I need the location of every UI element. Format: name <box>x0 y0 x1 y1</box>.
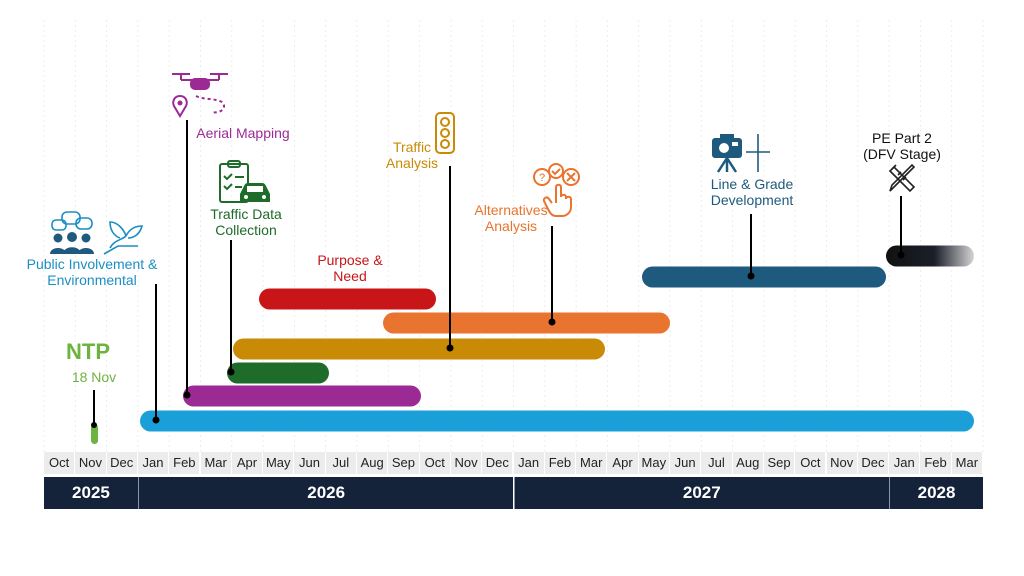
label-text-2: (DFV Stage) <box>863 146 941 162</box>
task-label-public-involvement: Public Involvement & Environmental <box>18 256 166 288</box>
task-bar-line-grade <box>642 266 886 288</box>
task-label-aerial-mapping: Aerial Mapping <box>196 125 290 141</box>
survey-camera-icon <box>712 134 770 173</box>
milestone-dot <box>91 422 97 428</box>
leader-dot-aerial-mapping <box>183 391 191 399</box>
month-tick-label: Sep <box>388 452 420 474</box>
leader-dot-traffic-data-collection <box>227 368 235 376</box>
task-label-pe-part-2: PE Part 2 (DFV Stage) <box>856 130 948 162</box>
month-tick-label: Mar <box>576 452 608 474</box>
decision-hand-icon: ? <box>533 163 580 217</box>
milestone-date: 18 Nov <box>71 369 117 385</box>
label-text-2: Development <box>710 192 794 208</box>
label-text: Purpose & <box>317 252 383 268</box>
month-tick-label: Jan <box>889 452 921 474</box>
people-chat-icon <box>50 211 144 255</box>
month-tick-label: Jul <box>325 452 357 474</box>
month-tick-label: Nov <box>450 452 483 474</box>
year-label: 2026 <box>137 477 514 509</box>
label-text: PE Part 2 <box>872 130 932 146</box>
task-bar-pe-part-2 <box>886 245 974 267</box>
month-tick-label: Jan <box>137 452 170 474</box>
leader-dot-public-involvement <box>152 416 160 424</box>
task-bar-public-involvement <box>140 410 974 432</box>
design-tools-icon <box>888 163 916 193</box>
month-tick-label: Jan <box>513 452 545 474</box>
label-text-2: Analysis <box>484 218 538 234</box>
task-label-traffic-data-collection: Traffic Data Collection <box>204 206 288 238</box>
month-tick-label: Jun <box>670 452 702 474</box>
task-label-line-grade: Line & Grade Development <box>702 176 802 208</box>
month-tick-label: Nov <box>75 452 107 474</box>
leader-dot-pe-part-2 <box>897 251 905 259</box>
month-tick-label: May <box>263 452 295 474</box>
leader-dot-traffic-analysis <box>446 344 454 352</box>
month-tick-label: Apr <box>607 452 639 474</box>
label-text-2: Need <box>333 268 367 284</box>
task-bar-alternatives-analysis <box>383 312 670 334</box>
milestone-marker <box>91 424 98 444</box>
month-tick-label: May <box>638 452 670 474</box>
month-tick-label: Apr <box>231 452 264 474</box>
month-tick-label: Sep <box>763 452 796 474</box>
month-tick-label: Mar <box>951 452 983 474</box>
task-label-purpose-need: Purpose & Need <box>308 252 392 284</box>
task-bar-purpose-need <box>259 288 436 310</box>
year-label: 2025 <box>44 477 138 509</box>
year-label: 2028 <box>889 477 983 509</box>
task-label-traffic-analysis: Traffic Analysis <box>384 139 440 171</box>
month-tick-label: Feb <box>169 452 201 474</box>
clipboard-car-icon <box>219 160 270 203</box>
label-text: Traffic <box>392 139 432 155</box>
task-bar-aerial-mapping <box>183 385 421 407</box>
month-tick-label: Feb <box>920 452 952 474</box>
label-text: Public Involvement & <box>26 256 158 272</box>
month-tick-label: Dec <box>857 452 890 474</box>
month-tick-label: Nov <box>826 452 858 474</box>
svg-text:?: ? <box>539 172 545 184</box>
leader-dot-line-grade <box>747 272 755 280</box>
label-text: Line & Grade <box>710 176 794 192</box>
month-tick-label: Jun <box>294 452 326 474</box>
label-text-2: Analysis <box>385 155 439 171</box>
label-text-2: Environmental <box>47 272 137 288</box>
traffic-light-icon <box>435 112 455 154</box>
task-bar-traffic-analysis <box>233 338 605 360</box>
task-label-alternatives-analysis: Alternatives Analysis <box>468 202 554 234</box>
month-tick-label: Feb <box>544 452 577 474</box>
month-tick-label: Aug <box>357 452 389 474</box>
task-bar-traffic-data-collection <box>227 362 329 384</box>
month-tick-label: Dec <box>482 452 514 474</box>
label-text: Alternatives <box>474 202 548 218</box>
drone-icon <box>172 73 228 118</box>
month-tick-label: Dec <box>106 452 138 474</box>
month-tick-label: Oct <box>795 452 827 474</box>
label-text: Traffic Data <box>210 206 282 222</box>
leader-dot-alternatives-analysis <box>548 318 556 326</box>
month-tick-label: Aug <box>732 452 764 474</box>
month-tick-label: Jul <box>701 452 733 474</box>
year-label: 2027 <box>513 477 890 509</box>
month-tick-label: Oct <box>44 452 76 474</box>
month-tick-label: Mar <box>200 452 232 474</box>
month-tick-label: Oct <box>419 452 451 474</box>
label-text-2: Collection <box>215 222 277 238</box>
milestone-title: NTP <box>66 339 110 364</box>
